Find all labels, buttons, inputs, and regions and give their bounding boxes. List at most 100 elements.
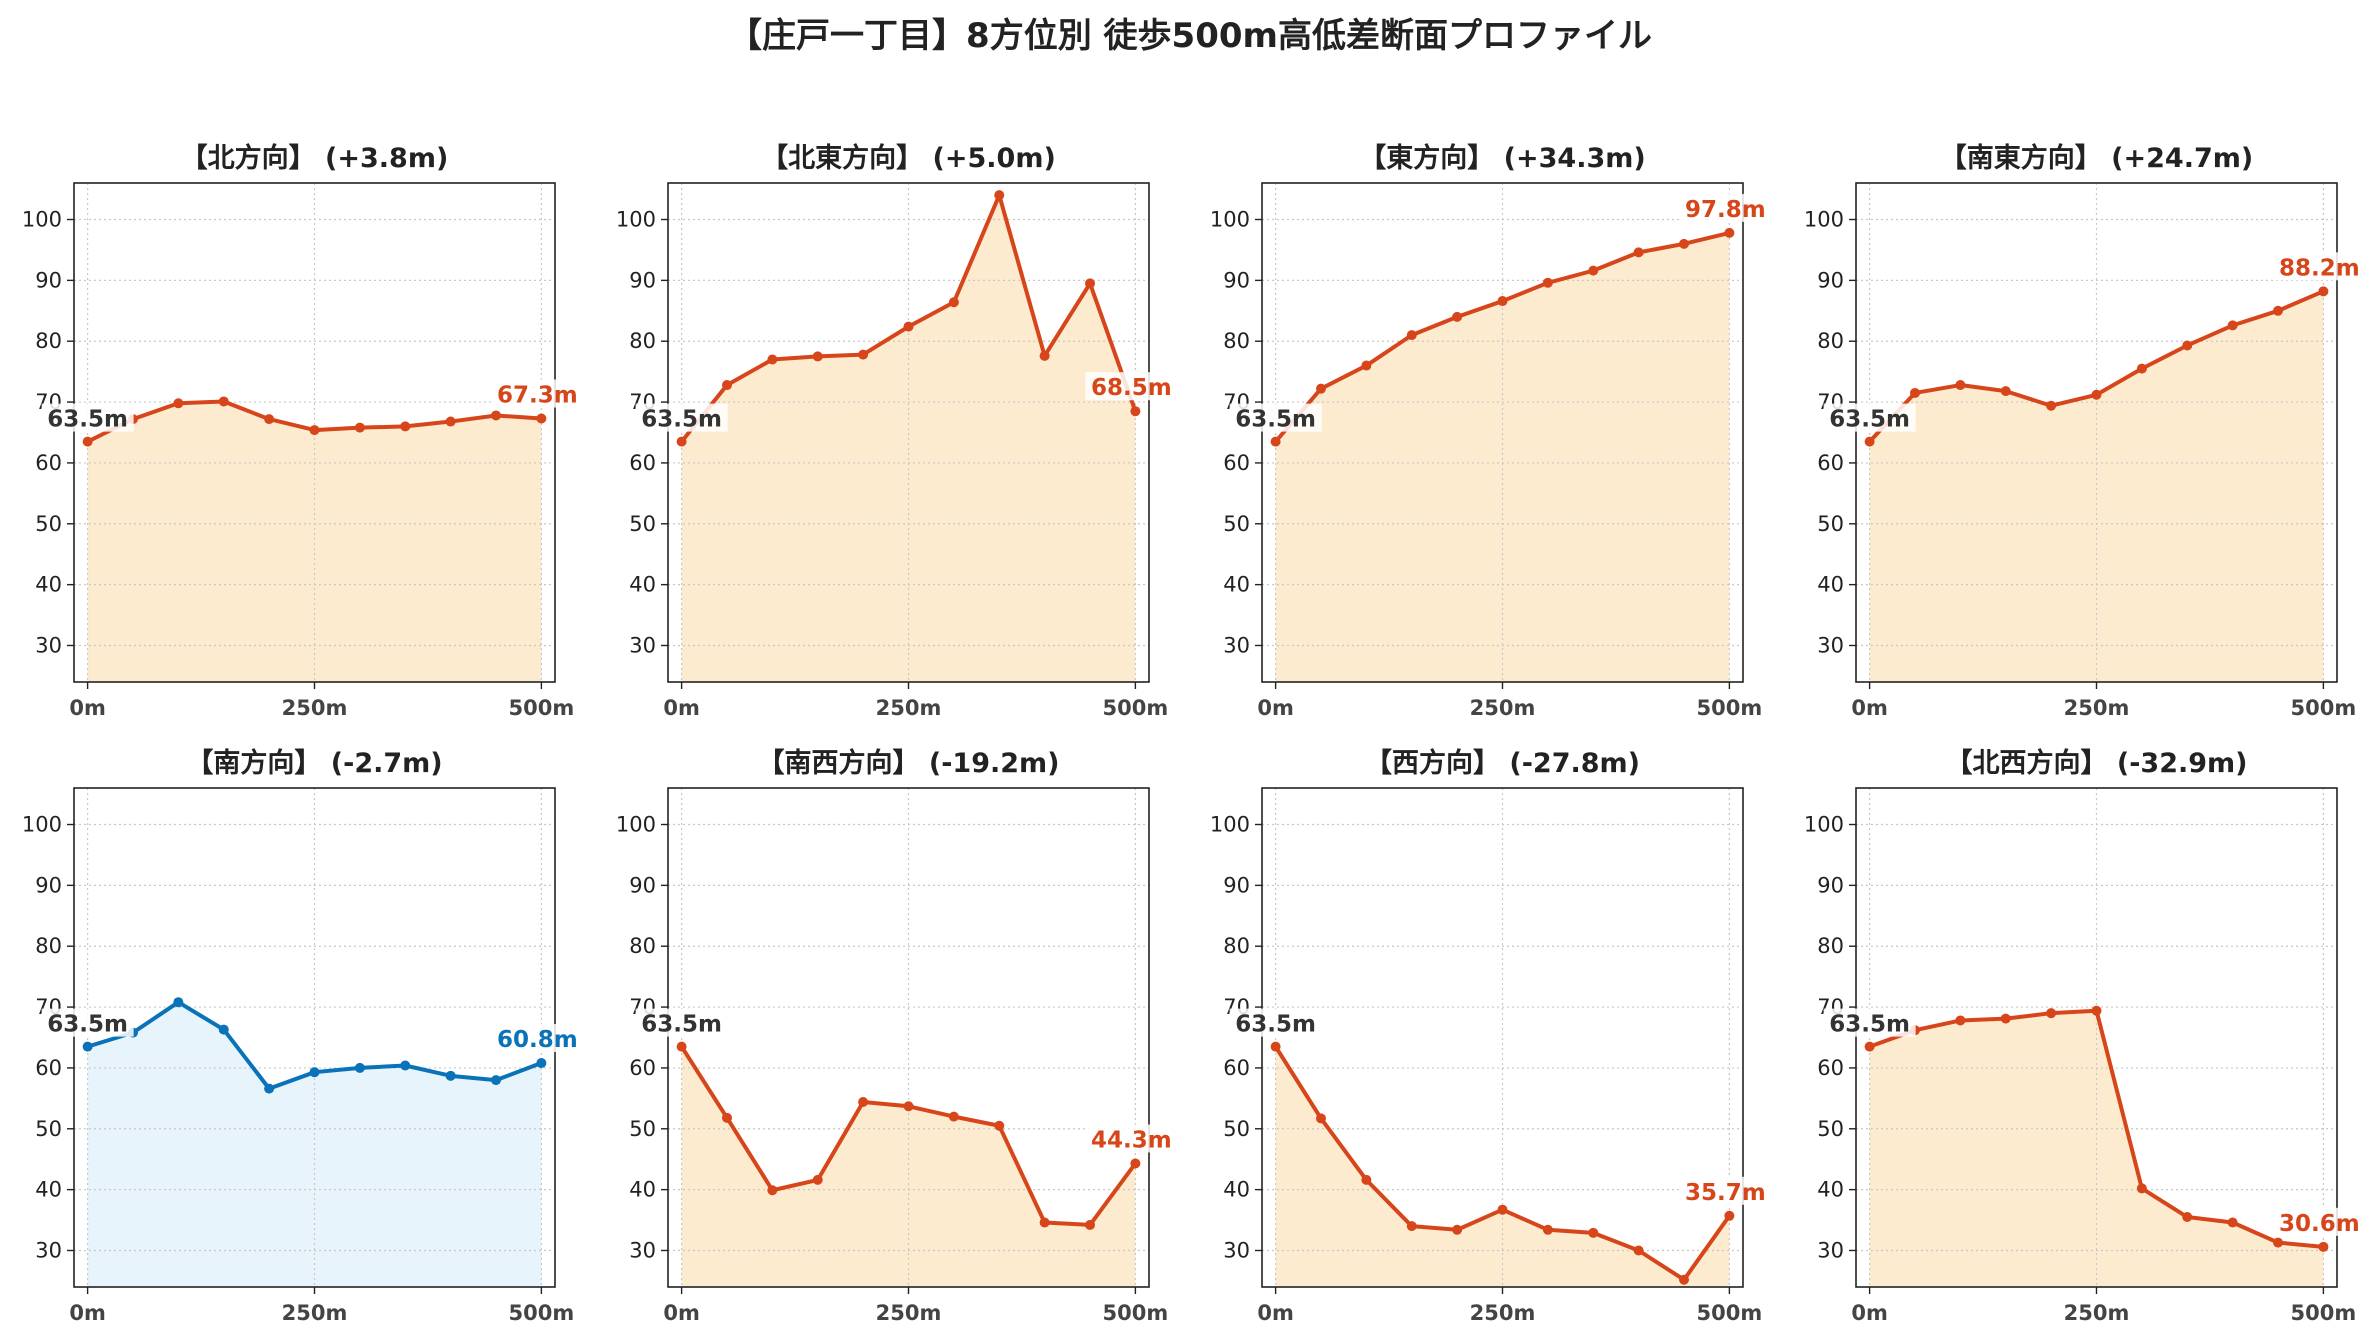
figure-title: 【庄戸一丁目】8方位別 徒歩500m高低差断面プロファイル	[728, 16, 1652, 56]
x-tick-label: 500m	[2291, 1301, 2357, 1325]
y-tick-label: 50	[1223, 512, 1250, 536]
y-tick-label: 30	[35, 1238, 62, 1262]
y-tick-label: 80	[1817, 934, 1844, 958]
y-tick-label: 40	[35, 573, 62, 597]
y-tick-label: 90	[1817, 268, 1844, 292]
data-point	[82, 1041, 93, 1052]
y-tick-label: 90	[35, 268, 62, 292]
x-tick-label: 0m	[1257, 696, 1294, 720]
x-tick-label: 250m	[876, 696, 942, 720]
data-point	[354, 1062, 365, 1073]
start-value-label: 63.5m	[47, 1012, 128, 1038]
data-point	[2046, 400, 2057, 411]
y-tick-label: 60	[1223, 1056, 1250, 1080]
y-tick-label: 40	[35, 1178, 62, 1202]
y-tick-label: 90	[629, 268, 656, 292]
data-point	[445, 1070, 456, 1081]
y-tick-label: 50	[1817, 1117, 1844, 1141]
y-tick-label: 30	[35, 633, 62, 657]
y-tick-label: 100	[1804, 208, 1844, 232]
y-tick-label: 50	[1223, 1117, 1250, 1141]
chart-title: 【北西方向】 (-32.9m)	[1945, 747, 2247, 779]
y-tick-label: 90	[1817, 873, 1844, 897]
y-tick-label: 80	[629, 329, 656, 353]
x-tick-label: 0m	[69, 696, 106, 720]
data-point	[2046, 1008, 2057, 1019]
x-tick-label: 500m	[509, 696, 575, 720]
data-point	[1679, 1274, 1690, 1285]
data-point	[218, 396, 229, 407]
start-value-label: 63.5m	[1235, 407, 1316, 433]
data-point	[1588, 1227, 1599, 1238]
chart-title: 【南東方向】 (+24.7m)	[1940, 142, 2253, 174]
start-label-box	[1229, 403, 1322, 432]
area-fill	[1275, 232, 1730, 682]
data-point	[676, 1041, 687, 1052]
data-point	[994, 1120, 1005, 1131]
start-label-box	[1823, 403, 1916, 432]
data-point	[812, 1174, 823, 1185]
data-point	[1270, 1041, 1281, 1052]
start-value-label: 63.5m	[1829, 1012, 1910, 1038]
data-point	[1039, 1217, 1050, 1228]
y-tick-label: 80	[1223, 934, 1250, 958]
data-point	[903, 321, 914, 332]
data-point	[767, 354, 778, 365]
end-value-label: 68.5m	[1091, 375, 1172, 401]
y-tick-label: 80	[1223, 329, 1250, 353]
y-tick-label: 80	[35, 934, 62, 958]
data-point	[1955, 1015, 1966, 1026]
data-point	[2182, 1212, 2193, 1223]
x-tick-label: 250m	[282, 1301, 348, 1325]
y-tick-label: 30	[629, 1238, 656, 1262]
start-value-label: 63.5m	[47, 407, 128, 433]
y-tick-label: 30	[1817, 1238, 1844, 1262]
y-tick-label: 60	[35, 451, 62, 475]
data-point	[2318, 286, 2329, 297]
chart-title: 【南方向】 (-2.7m)	[186, 747, 442, 779]
y-tick-label: 100	[22, 813, 62, 837]
y-tick-label: 60	[629, 1056, 656, 1080]
data-point	[2182, 340, 2193, 351]
x-tick-label: 250m	[1470, 1301, 1536, 1325]
y-tick-label: 100	[616, 208, 656, 232]
y-tick-label: 60	[35, 1056, 62, 1080]
data-point	[354, 422, 365, 433]
data-point	[2000, 386, 2011, 397]
data-point	[2273, 1237, 2284, 1248]
data-point	[309, 1067, 320, 1078]
area-fill	[1275, 1046, 1730, 1287]
y-tick-label: 50	[1817, 512, 1844, 536]
x-tick-label: 500m	[1697, 1301, 1763, 1325]
x-tick-label: 500m	[1697, 696, 1763, 720]
chart-title: 【東方向】 (+34.3m)	[1359, 142, 1645, 174]
start-label-box	[635, 1008, 728, 1037]
end-value-label: 88.2m	[2279, 255, 2360, 281]
end-label-box	[2273, 1207, 2366, 1236]
data-point	[1406, 330, 1417, 341]
data-point	[858, 1097, 869, 1108]
data-point	[1130, 406, 1141, 417]
y-tick-label: 100	[1804, 813, 1844, 837]
start-value-label: 63.5m	[1829, 407, 1910, 433]
y-tick-label: 60	[1817, 1056, 1844, 1080]
data-point	[1085, 1219, 1096, 1230]
chart-title: 【北東方向】 (+5.0m)	[761, 142, 1056, 174]
y-tick-label: 60	[629, 451, 656, 475]
x-tick-label: 500m	[509, 1301, 575, 1325]
y-tick-label: 40	[1817, 573, 1844, 597]
end-value-label: 35.7m	[1685, 1180, 1766, 1206]
y-tick-label: 50	[629, 512, 656, 536]
data-point	[767, 1185, 778, 1196]
y-tick-label: 30	[1223, 1238, 1250, 1262]
data-point	[1497, 296, 1508, 307]
data-point	[948, 297, 959, 308]
data-point	[948, 1111, 959, 1122]
data-point	[1315, 1113, 1326, 1124]
